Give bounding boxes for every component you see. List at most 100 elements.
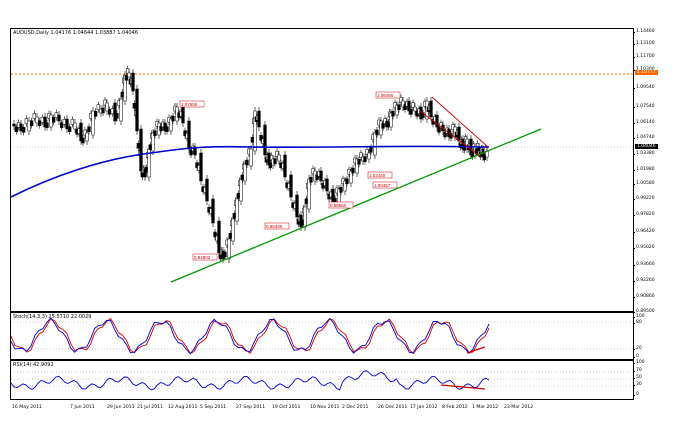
candle-body	[127, 72, 131, 78]
price-plot: 1.07655 1.08490 1.02440 1.00457 0.98660 0.964…	[11, 65, 633, 283]
candle-body	[365, 149, 369, 155]
time-tick: 16 May 2011	[12, 405, 42, 410]
price-tick: 1.14460	[633, 29, 655, 34]
candle-body	[300, 219, 304, 226]
stoch-signal-line	[11, 317, 490, 355]
candle-body	[235, 198, 239, 222]
candle-body	[119, 98, 123, 122]
candle-body	[304, 198, 308, 204]
candle-body	[413, 106, 417, 112]
candle-body	[27, 120, 31, 132]
candle-body	[40, 117, 44, 123]
channel-lower-line	[419, 110, 482, 158]
candle-body	[411, 102, 415, 108]
candle-body	[345, 178, 349, 184]
time-tick: 8 Feb 2012	[442, 405, 468, 410]
candle-body	[187, 120, 191, 150]
candle-body	[250, 137, 254, 143]
price-annotation: 1.02440	[369, 173, 386, 178]
stoch-divergence-line	[466, 346, 486, 354]
candle-body	[108, 109, 112, 115]
rsi-tick: 30	[633, 382, 642, 387]
candle-body	[249, 148, 253, 167]
channel-upper-line	[431, 96, 489, 148]
candle-body	[259, 135, 263, 141]
candle-body	[355, 158, 359, 174]
candle-body	[369, 147, 373, 153]
stochastic-panel[interactable]: Stoch(14,3,3) 25.5710 22.0029	[10, 312, 634, 360]
candle-body	[62, 119, 66, 125]
candle-body	[253, 110, 257, 152]
stoch-tick: 20	[633, 346, 642, 351]
price-annotation: 1.00457	[374, 183, 391, 188]
price-tick: 0.95020	[633, 245, 655, 250]
candle-body	[375, 129, 379, 136]
candle-body	[81, 137, 85, 144]
candle-body	[38, 120, 42, 126]
candle-body	[268, 162, 272, 168]
candle-body	[232, 213, 236, 219]
candle-body	[79, 122, 83, 142]
candle-body	[273, 158, 277, 164]
candle-body	[236, 193, 240, 199]
current-price-label: 1.04046	[635, 144, 658, 149]
candle-body	[303, 206, 307, 228]
candle-body	[73, 122, 77, 130]
candle-body	[165, 126, 169, 132]
candle-body	[159, 125, 163, 132]
candle-body	[289, 174, 293, 198]
time-tick: 2 Dec 2011	[342, 405, 369, 410]
price-annotation: 1.08490	[377, 93, 394, 98]
candle-body	[429, 100, 433, 118]
candle-body	[144, 167, 148, 173]
candle-body	[35, 116, 39, 124]
stoch-main-line	[11, 317, 490, 355]
candle-body	[227, 238, 231, 260]
price-tick: 1.07540	[633, 104, 655, 109]
price-annotation-box	[192, 253, 218, 261]
rsi-axis: 100 70 50 30 0	[633, 360, 679, 398]
candle-body	[275, 151, 279, 157]
candle-body	[189, 149, 193, 156]
candle-body	[309, 177, 313, 183]
candle-body	[343, 180, 347, 192]
price-tick: 0.96420	[633, 229, 655, 234]
candle-body	[357, 159, 361, 165]
price-tick: 0.90860	[633, 294, 655, 299]
candle-body	[139, 128, 143, 172]
candle-body	[295, 194, 299, 218]
price-annotation-box	[328, 201, 354, 209]
rsi-tick: 70	[633, 368, 642, 373]
stoch-tick: 0	[633, 354, 639, 359]
time-tick: 23 Mar 2012	[504, 405, 534, 410]
rsi-panel[interactable]: RSI(14) 42.9092	[10, 360, 634, 400]
candle-body	[240, 174, 244, 181]
price-tick: 0.89500	[633, 309, 655, 314]
candle-body	[325, 178, 329, 192]
rsi-tick: 0	[633, 392, 639, 397]
candle-body	[319, 170, 323, 182]
price-annotation-box	[179, 100, 205, 108]
candle-body	[123, 74, 127, 102]
price-tick: 1.10300	[633, 67, 655, 72]
candle-body	[45, 122, 49, 128]
stoch-axis: 100 80 20 0	[633, 312, 679, 359]
price-annotation: 0.94902	[194, 255, 211, 260]
price-chart-panel[interactable]: AUDUSD,Daily 1.04176 1.04644 1.03887 1.0…	[10, 28, 634, 312]
candle-body	[373, 132, 377, 156]
candle-body	[115, 113, 119, 119]
stoch-plot	[11, 317, 633, 355]
candle-body	[457, 126, 461, 142]
price-tick: 1.01980	[633, 167, 655, 172]
rsi-divergence-line	[440, 384, 486, 390]
candle-body	[85, 132, 89, 142]
price-annotation-box	[367, 171, 393, 179]
price-annotation: 0.96430	[266, 224, 283, 229]
candle-body	[363, 156, 367, 162]
candle-body	[153, 130, 157, 136]
time-axis: 16 May 2011 7 Jun 2011 29 Jun 2011 21 Jul 2…	[10, 405, 632, 415]
candle-body	[421, 112, 425, 118]
price-tick: 1.06140	[633, 120, 655, 125]
time-tick: 1 Mar 2012	[472, 405, 499, 410]
